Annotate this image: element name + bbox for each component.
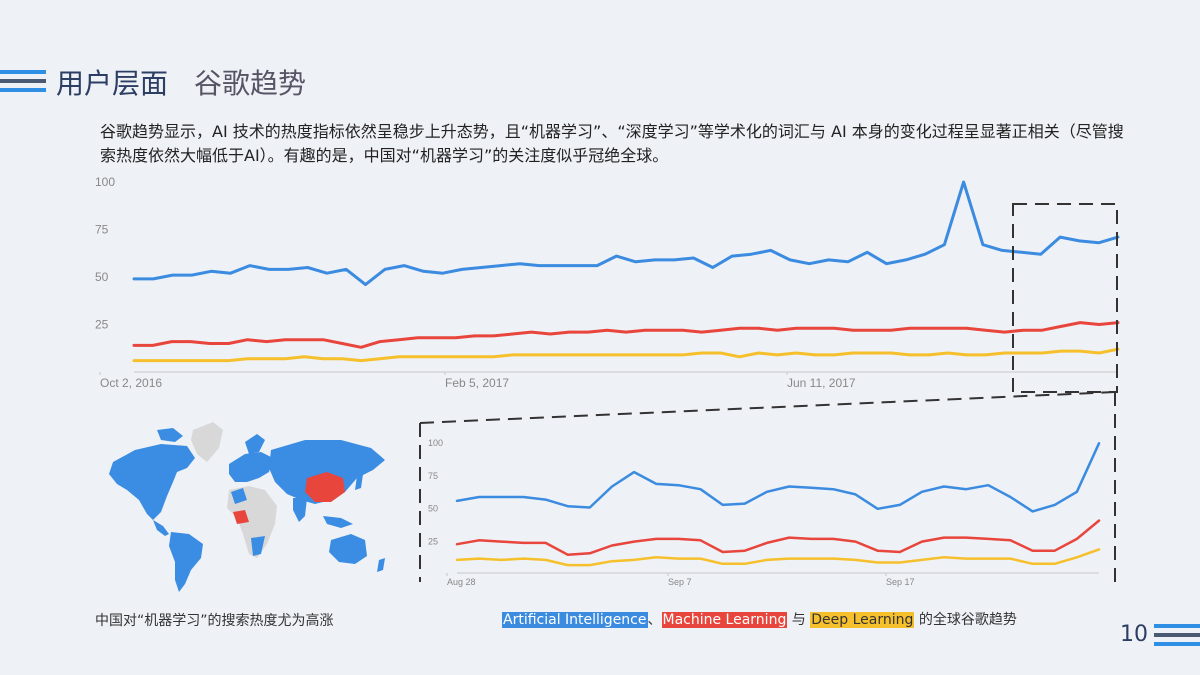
map-canada-islands: [157, 428, 183, 442]
map-southeast-asia: [323, 516, 353, 528]
map-north-america: [109, 444, 195, 520]
y-tick-label: 25: [428, 536, 438, 546]
map-japan: [355, 474, 363, 490]
series-line-artificial-intelligence: [455, 442, 1101, 513]
map-europe: [229, 452, 273, 482]
x-tick-label: Sep 7: [668, 577, 692, 587]
main-trend-chart: 25 50 75 100 Oct 2, 2016 Feb 5, 2017 Jun 11, 2…: [95, 175, 1120, 390]
y-tick-label: 75: [428, 471, 438, 481]
x-tick-label: Sep 17: [886, 577, 915, 587]
map-africa-south: [251, 536, 265, 556]
map-south-america: [169, 532, 203, 592]
map-caption: 中国对“机器学习”的搜索热度尤为高涨: [95, 613, 334, 629]
zoomed-trend-chart: 25 50 75 100 Aug 28 Sep 7 Sep 17: [428, 438, 1101, 587]
series-line-artificial-intelligence: [132, 180, 1120, 287]
page-title: 用户层面 谷歌趋势: [56, 62, 306, 102]
y-tick-label: 75: [95, 223, 109, 237]
legend-dl: Deep Learning: [810, 612, 915, 628]
zoom-box: [1012, 203, 1118, 393]
x-tick-label: Feb 5, 2017: [445, 376, 509, 390]
legend-suffix: 的全球谷歌趋势: [914, 612, 1017, 628]
series-line-machine-learning: [132, 321, 1120, 349]
y-tick-label: 100: [428, 438, 443, 448]
page-number: 10: [1120, 622, 1148, 647]
series-line-machine-learning: [455, 519, 1101, 556]
zoom-connector-line: [419, 391, 1116, 424]
map-africa-north: [231, 488, 247, 504]
header-decoration: [0, 70, 46, 97]
intro-paragraph: 谷歌趋势显示，AI 技术的热度指标依然呈稳步上升态势，且“机器学习”、“深度学习…: [100, 122, 1124, 165]
x-tick-label: Jun 11, 2017: [787, 376, 856, 390]
legend-ai: Artificial Intelligence: [502, 612, 648, 628]
legend-ml: Machine Learning: [661, 612, 788, 628]
series-line-deep-learning: [455, 548, 1101, 567]
map-scandinavia: [245, 434, 265, 454]
x-tick-label: Aug 28: [447, 577, 476, 587]
y-tick-label: 50: [428, 504, 438, 514]
y-tick-label: 25: [95, 318, 109, 332]
map-central-america: [153, 520, 169, 536]
legend-separator-2: 与: [787, 612, 811, 628]
legend-separator-1: 、: [647, 612, 662, 628]
series-line-deep-learning: [132, 347, 1120, 363]
page-subtitle: 谷歌趋势: [194, 67, 307, 100]
map-china: [305, 472, 345, 502]
y-tick-label: 100: [95, 175, 115, 189]
world-map: [109, 422, 385, 592]
map-africa: [227, 486, 277, 558]
x-tick-label: Oct 2, 2016: [100, 376, 162, 390]
chart-legend: Artificial Intelligence、Machine Learning…: [502, 609, 1017, 629]
map-australia: [329, 534, 367, 564]
map-africa-highlight: [233, 510, 249, 524]
y-tick-label: 50: [95, 270, 109, 284]
page-title-main: 用户层面: [56, 67, 169, 100]
map-greenland: [191, 422, 223, 462]
map-new-zealand: [377, 558, 385, 572]
map-india: [293, 498, 307, 522]
footer-decoration: [1154, 624, 1200, 651]
